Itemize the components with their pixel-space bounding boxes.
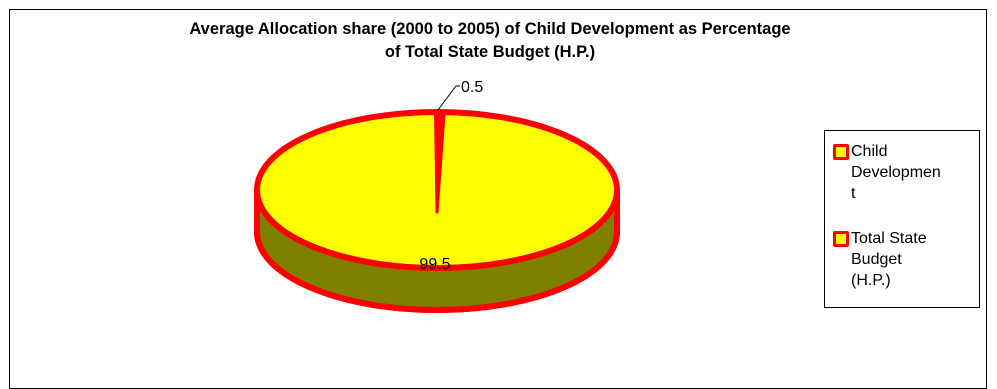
chart-title-line-1: Average Allocation share (2000 to 2005) … xyxy=(189,20,791,38)
legend-label-line: Budget xyxy=(851,251,902,268)
legend-label-line: (H.P.) xyxy=(851,272,891,289)
pie-slice-child-development xyxy=(434,110,446,214)
legend: Child Developmen t Total State Budget (H… xyxy=(824,130,980,308)
chart-title: Average Allocation share (2000 to 2005) … xyxy=(60,18,920,64)
legend-swatch-child-development xyxy=(833,144,849,160)
legend-label-line: Developmen xyxy=(851,164,941,181)
legend-label-child-development: Child Developmen t xyxy=(851,141,979,204)
legend-label-total-state-budget: Total State Budget (H.P.) xyxy=(851,228,979,291)
legend-label-line: t xyxy=(851,185,856,202)
chart-title-line-2: of Total State Budget (H.P.) xyxy=(384,43,596,61)
pie-bottom-edge xyxy=(254,231,620,313)
leader-line-child-development xyxy=(437,85,460,111)
legend-swatch-total-state-budget xyxy=(833,231,849,247)
legend-label-line: Child xyxy=(851,143,888,160)
legend-label-line: Total State xyxy=(851,230,927,247)
pie-chart: 0.5 99.5 xyxy=(254,79,620,313)
data-label-total-state-budget: 99.5 xyxy=(419,256,450,273)
data-label-child-development: 0.5 xyxy=(461,79,483,96)
